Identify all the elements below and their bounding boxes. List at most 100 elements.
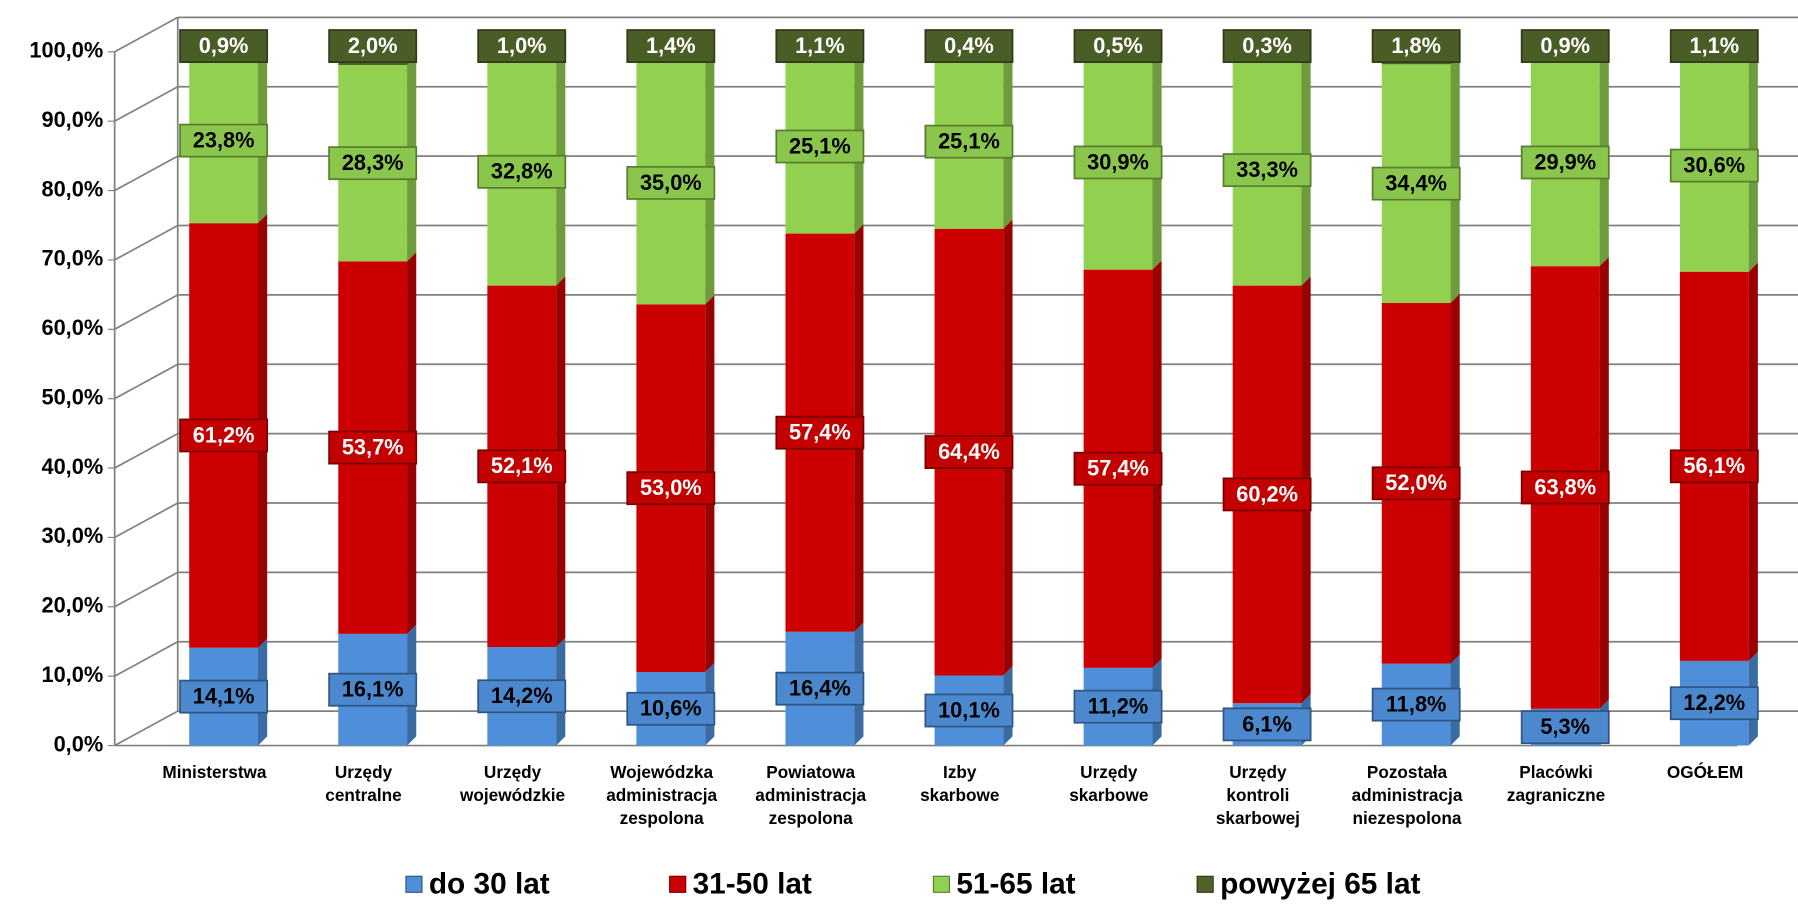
value-label: 0,5% [1093, 33, 1143, 58]
x-tick-line: Powiatowa [766, 762, 855, 782]
value-label-box [1371, 466, 1461, 501]
grid-diagonal [114, 224, 179, 261]
x-tick-line: Urzędy [1080, 762, 1138, 782]
x-tick-line: Urzędy [335, 762, 393, 782]
x-tick-line: kontroli [1226, 785, 1289, 805]
x-tick-line: zagraniczne [1507, 785, 1605, 805]
value-label: 0,9% [199, 33, 249, 58]
value-label: 29,9% [1534, 149, 1596, 174]
x-tick-label: Wojewódzka administracja zespolona [606, 762, 717, 828]
value-label-box [924, 435, 1014, 470]
value-label-box [626, 471, 716, 506]
x-tick-label: Urzędy wojewódzkie [459, 762, 565, 805]
x-tick-line: wojewódzkie [459, 785, 565, 805]
value-label-box [1669, 148, 1759, 183]
y-tick-label: 70,0% [41, 246, 103, 271]
value-label-box [1073, 145, 1163, 180]
value-label-box [1520, 470, 1610, 505]
legend-label: 51-65 lat [956, 867, 1075, 900]
value-label: 0,9% [1540, 33, 1590, 58]
value-label-box [328, 430, 418, 465]
value-label-box [775, 415, 865, 450]
value-label: 12,2% [1683, 690, 1745, 715]
value-label-box [1520, 145, 1610, 180]
value-label: 64,4% [938, 439, 1000, 464]
value-label: 1,1% [795, 33, 845, 58]
value-label: 6,1% [1242, 711, 1292, 736]
x-tick-line: administracja [1352, 785, 1463, 805]
value-label: 30,6% [1683, 152, 1745, 177]
value-label: 1,0% [497, 33, 547, 58]
value-label: 0,4% [944, 33, 994, 58]
value-label-box [1222, 29, 1312, 63]
value-label-box [477, 29, 567, 63]
value-label: 0,3% [1242, 33, 1292, 58]
value-label: 5,3% [1540, 714, 1590, 739]
grid-diagonal [114, 641, 179, 677]
x-tick-label: Placówki zagraniczne [1507, 762, 1605, 805]
x-tick-line: skarbowe [1069, 785, 1148, 805]
value-label: 1,4% [646, 33, 696, 58]
y-tick-label: 20,0% [41, 593, 103, 618]
x-tick-line: centralne [325, 785, 401, 805]
value-label: 60,2% [1236, 481, 1298, 506]
legend-swatch [1196, 875, 1214, 893]
value-label: 23,8% [193, 128, 255, 153]
value-label-box [1073, 451, 1163, 486]
grid-diagonal [114, 294, 179, 331]
value-label: 1,8% [1391, 33, 1441, 58]
value-label: 34,4% [1385, 171, 1447, 196]
x-tick-line: skarbowej [1216, 807, 1300, 827]
y-tick-label: 100,0% [29, 38, 103, 63]
value-label-box [1222, 707, 1312, 742]
value-label-box [179, 123, 269, 158]
value-label-box [1222, 477, 1312, 512]
value-label: 16,1% [342, 677, 404, 702]
value-label-box [775, 671, 865, 706]
value-label-box [1371, 687, 1461, 722]
value-label-box [1669, 686, 1759, 721]
value-label-box [179, 418, 269, 453]
x-tick-label: Powiatowa administracja zespolona [755, 762, 866, 828]
value-label: 25,1% [938, 129, 1000, 154]
x-tick-line: Izby [943, 762, 977, 782]
value-label: 33,3% [1236, 157, 1298, 182]
legend-swatch [932, 875, 951, 893]
value-label-box [1073, 689, 1163, 724]
legend-swatch [405, 875, 423, 893]
value-label: 52,1% [491, 453, 553, 478]
x-tick-line: administracja [755, 785, 866, 805]
value-label-box [1371, 166, 1461, 201]
x-tick-line: Urzędy [484, 762, 542, 782]
value-label: 35,0% [640, 170, 702, 195]
legend-swatch [669, 875, 687, 893]
legend-label: 31-50 lat [693, 867, 812, 900]
value-label: 14,1% [193, 684, 255, 709]
value-label-box [626, 691, 716, 726]
x-tick-label: Izby skarbowe [920, 762, 999, 805]
value-label-box [328, 672, 418, 707]
grid-diagonal [114, 571, 179, 608]
value-label-box [179, 29, 269, 63]
x-tick-line: Ministerstwa [162, 762, 267, 782]
x-tick-line: niezespolona [1353, 807, 1462, 827]
value-label-box [775, 129, 865, 164]
value-label: 16,4% [789, 676, 851, 701]
value-label: 52,0% [1385, 470, 1447, 495]
y-tick-label: 90,0% [41, 107, 103, 132]
value-label: 25,1% [789, 133, 851, 158]
value-label: 1,1% [1689, 33, 1739, 58]
value-label-box [1520, 29, 1610, 63]
x-tick-label: Pozostała administracja niezespolona [1352, 762, 1463, 828]
x-tick-line: administracja [606, 785, 717, 805]
value-label: 30,9% [1087, 149, 1149, 174]
value-label-box [626, 166, 716, 200]
y-tick-label: 40,0% [41, 454, 103, 479]
value-label: 53,7% [342, 434, 404, 459]
x-tick-label: Urzędy centralne [325, 762, 401, 805]
y-tick-label: 80,0% [41, 176, 103, 201]
value-label: 56,1% [1683, 453, 1745, 478]
y-tick-label: 50,0% [41, 384, 103, 409]
legend-label: do 30 lat [429, 867, 550, 900]
value-label: 63,8% [1534, 474, 1596, 499]
